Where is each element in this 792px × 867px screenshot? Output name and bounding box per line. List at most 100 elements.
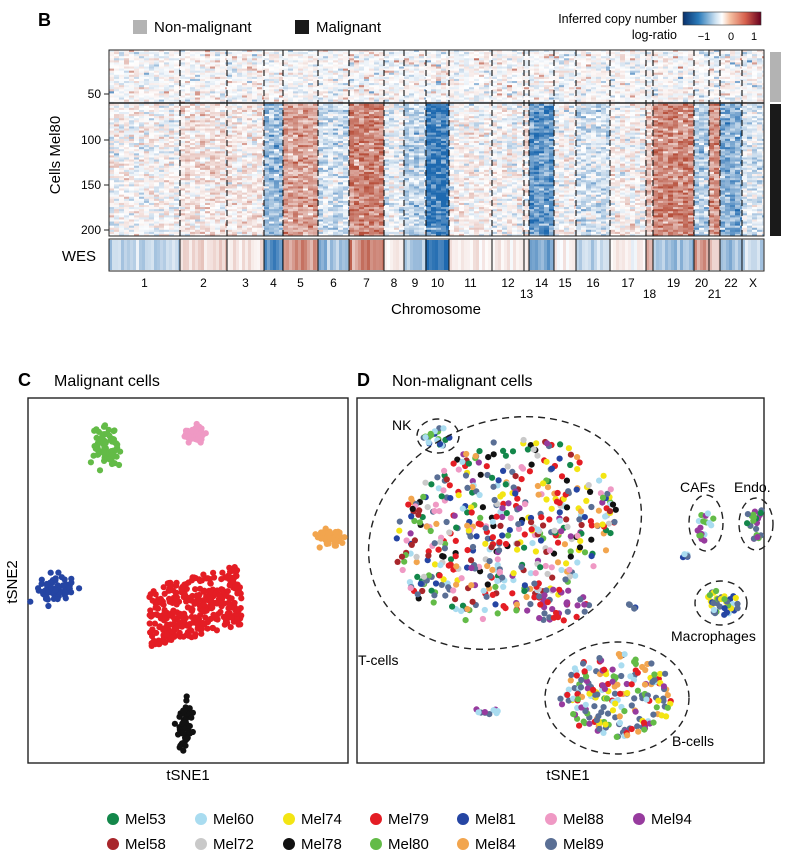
heatmap-cell <box>369 116 375 119</box>
heatmap-cell <box>364 89 370 92</box>
heatmap-cell <box>119 190 125 193</box>
heatmap-cell <box>328 54 334 57</box>
heatmap-cell <box>232 227 238 231</box>
heatmap-cell <box>343 81 349 84</box>
heatmap-cell <box>262 167 265 171</box>
heatmap-cell <box>303 227 309 231</box>
heatmap-cell <box>144 122 150 125</box>
heatmap-cell <box>274 217 280 220</box>
heatmap-cell <box>257 85 263 88</box>
heatmap-cell <box>288 138 294 142</box>
heatmap-cell <box>303 130 309 133</box>
heatmap-cell <box>174 103 180 107</box>
heatmap-cell <box>144 132 150 136</box>
heatmap-cell <box>225 72 228 76</box>
heatmap-cell <box>220 233 226 237</box>
heatmap-cell <box>283 229 289 233</box>
heatmap-cell <box>154 126 160 129</box>
heatmap-cell <box>283 74 289 78</box>
heatmap-cell <box>149 196 155 200</box>
heatmap-cell <box>114 87 120 90</box>
heatmap-cell <box>190 114 196 117</box>
heatmap-cell <box>169 182 175 185</box>
heatmap-cell <box>298 227 304 231</box>
heatmap-cell <box>149 165 155 169</box>
heatmap-cell <box>205 64 211 67</box>
heatmap-cell <box>364 109 370 113</box>
heatmap-cell <box>134 99 140 102</box>
heatmap-cell <box>303 87 309 90</box>
heatmap-cell <box>283 87 289 90</box>
heatmap-cell <box>279 60 284 63</box>
heatmap-cell <box>318 200 324 204</box>
heatmap-cell <box>279 52 284 55</box>
heatmap-cell <box>185 198 191 202</box>
heatmap-cell <box>333 114 339 117</box>
heatmap-cell <box>348 66 350 69</box>
heatmap-cell <box>144 124 150 127</box>
heatmap-cell <box>328 153 334 156</box>
heatmap-cell <box>274 163 280 167</box>
heatmap-cell <box>288 97 294 100</box>
heatmap-cell <box>129 147 135 150</box>
heatmap-cell <box>237 112 243 115</box>
heatmap-cell <box>179 157 181 160</box>
heatmap-cell <box>303 120 309 123</box>
heatmap-cell <box>298 153 304 156</box>
heatmap-cell <box>169 223 175 226</box>
heatmap-cell <box>298 60 304 63</box>
heatmap-cell <box>215 147 221 150</box>
heatmap-cell <box>313 83 319 86</box>
heatmap-cell <box>205 107 211 111</box>
heatmap-cell <box>144 68 150 71</box>
heatmap-cell <box>359 186 365 189</box>
heatmap-cell <box>220 66 226 69</box>
heatmap-cell <box>349 182 355 185</box>
heatmap-cell <box>220 74 226 78</box>
heatmap-cell <box>227 81 233 84</box>
heatmap-cell <box>364 112 370 115</box>
heatmap-cell <box>242 153 248 156</box>
heatmap-cell <box>269 161 275 164</box>
heatmap-cell <box>354 231 360 235</box>
heatmap-cell <box>283 219 289 222</box>
heatmap-cell <box>134 136 140 140</box>
heatmap-cell <box>220 91 226 94</box>
heatmap-cell <box>338 54 344 57</box>
heatmap-cell <box>149 128 155 131</box>
heatmap-cell <box>134 225 140 229</box>
heatmap-cell <box>313 85 319 88</box>
heatmap-cell <box>288 153 294 156</box>
heatmap-cell <box>174 221 180 224</box>
heatmap-cell <box>180 74 186 78</box>
heatmap-cell <box>174 205 180 208</box>
heatmap-cell <box>169 229 175 233</box>
heatmap-cell <box>252 192 258 195</box>
heatmap-cell <box>119 186 125 189</box>
heatmap-cell <box>303 182 309 185</box>
heatmap-cell <box>349 64 355 67</box>
heatmap-cell <box>262 219 265 222</box>
heatmap-cell <box>247 143 253 146</box>
heatmap-cell <box>109 207 115 210</box>
heatmap-cell <box>247 107 253 111</box>
heatmap-cell <box>179 186 181 189</box>
heatmap-cell <box>303 211 309 214</box>
heatmap-cell <box>129 219 135 222</box>
heatmap-cell <box>210 50 216 53</box>
heatmap-cell <box>333 95 339 98</box>
heatmap-cell <box>323 188 329 191</box>
heatmap-cell <box>354 107 360 111</box>
heatmap-cell <box>308 217 314 220</box>
heatmap-cell <box>180 176 186 179</box>
heatmap-cell <box>274 68 280 71</box>
heatmap-cell <box>313 207 319 210</box>
heatmap-cell <box>308 151 314 154</box>
heatmap-cell <box>338 198 344 202</box>
heatmap-cell <box>349 52 355 55</box>
heatmap-cell <box>144 56 150 59</box>
heatmap-cell <box>328 151 334 154</box>
heatmap-cell <box>298 182 304 185</box>
heatmap-cell <box>338 147 344 150</box>
heatmap-cell <box>195 211 201 214</box>
